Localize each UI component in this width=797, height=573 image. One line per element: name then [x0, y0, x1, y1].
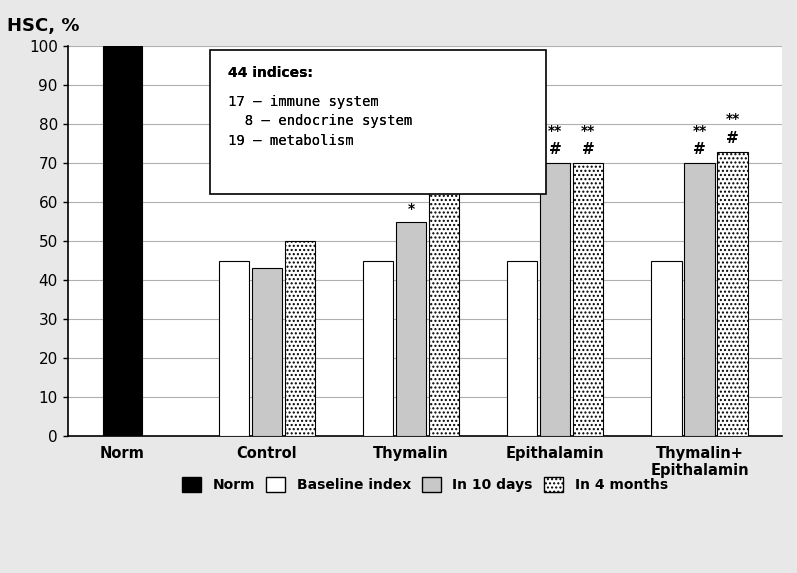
Bar	[573, 163, 603, 436]
Text: 44 indices:: 44 indices:	[228, 66, 313, 80]
Text: **: **	[725, 112, 740, 126]
Bar	[218, 261, 249, 436]
Text: #: #	[726, 131, 739, 146]
Bar	[540, 163, 571, 436]
Text: *: *	[407, 202, 414, 216]
Text: #: #	[549, 142, 562, 158]
Bar	[104, 46, 142, 436]
Text: **: **	[693, 124, 707, 138]
Text: *: *	[440, 162, 448, 177]
Text: 17 – immune system
  8 – endocrine system
19 – metabolism: 17 – immune system 8 – endocrine system …	[228, 95, 413, 148]
Text: **: **	[581, 124, 595, 138]
Bar	[252, 269, 282, 436]
Bar	[285, 241, 315, 436]
FancyBboxPatch shape	[210, 50, 546, 194]
Text: 44 indices:: 44 indices:	[228, 66, 313, 80]
Text: #: #	[693, 142, 706, 158]
Bar	[717, 151, 748, 436]
Bar	[685, 163, 715, 436]
Bar	[507, 261, 537, 436]
Text: HSC, %: HSC, %	[6, 17, 79, 34]
Text: 17 – immune system
  8 – endocrine system
19 – metabolism: 17 – immune system 8 – endocrine system …	[228, 95, 413, 148]
Bar	[363, 261, 393, 436]
Text: #: #	[582, 142, 595, 158]
Bar	[651, 261, 681, 436]
Text: **: **	[548, 124, 563, 138]
Bar	[429, 183, 459, 436]
Legend: Norm, Baseline index, In 10 days, In 4 months: Norm, Baseline index, In 10 days, In 4 m…	[176, 471, 673, 497]
Bar	[396, 222, 426, 436]
